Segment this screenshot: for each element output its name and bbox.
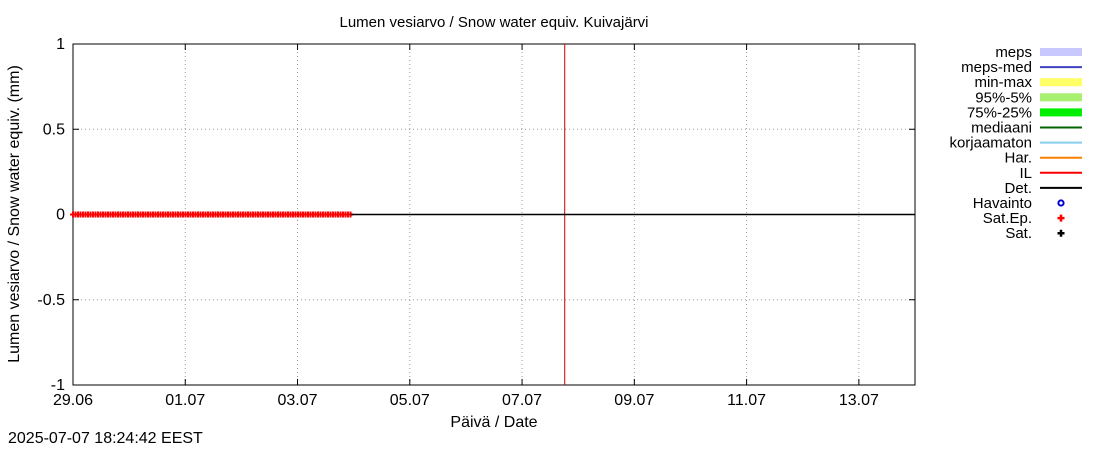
legend-marker [1057, 199, 1065, 207]
chart-title: Lumen vesiarvo / Snow water equiv. Kuiva… [339, 14, 648, 31]
timestamp: 2025-07-07 18:24:42 EEST [8, 430, 203, 447]
x-tick-label: 11.07 [727, 392, 766, 409]
y-tick-label: 0.5 [43, 121, 65, 138]
legend-swatch [1040, 48, 1082, 56]
legend-label: mediaani [971, 120, 1032, 137]
data-series [70, 44, 915, 385]
x-tick-label: 03.07 [278, 392, 318, 409]
legend-label: 95%-5% [975, 89, 1032, 106]
y-tick-label: 1 [56, 36, 65, 53]
legend-swatch [1040, 108, 1082, 117]
y-tick-label: 0 [56, 207, 65, 224]
legend-marker [1057, 214, 1065, 222]
x-tick-label: 05.07 [390, 392, 430, 409]
legend-label: Sat.Ep. [983, 210, 1032, 227]
legend-label: korjaamaton [949, 135, 1032, 152]
x-tick-label: 29.06 [53, 392, 93, 409]
legend-swatch [1040, 93, 1082, 102]
legend-label: min-max [974, 74, 1032, 91]
y-tick-label: -0.5 [37, 292, 65, 309]
legend-label: meps-med [961, 59, 1032, 76]
legend-label: Det. [1004, 180, 1032, 197]
x-tick-label: 07.07 [502, 392, 542, 409]
legend-marker [1057, 229, 1065, 237]
legend: mepsmeps-medmin-max95%-5%75%-25%mediaani… [949, 44, 1082, 242]
y-tick-label: -1 [51, 377, 65, 394]
legend-label: 75%-25% [967, 104, 1032, 121]
y-axis-label: Lumen vesiarvo / Snow water equiv. (mm) [6, 65, 23, 363]
axis-ticks: 29.06 01.07 03.07 05.07 07.07 09.07 11.07 13.07… [37, 36, 915, 409]
x-tick-label: 13.07 [839, 392, 879, 409]
legend-label: IL [1019, 165, 1032, 182]
legend-label: meps [995, 44, 1032, 61]
legend-label: Har. [1004, 150, 1032, 167]
legend-label: Sat. [1005, 225, 1032, 242]
legend-label: Havainto [973, 195, 1032, 212]
x-axis-label: Päivä / Date [450, 414, 537, 431]
x-tick-label: 09.07 [614, 392, 654, 409]
x-tick-label: 01.07 [165, 392, 205, 409]
legend-swatch [1040, 78, 1082, 87]
